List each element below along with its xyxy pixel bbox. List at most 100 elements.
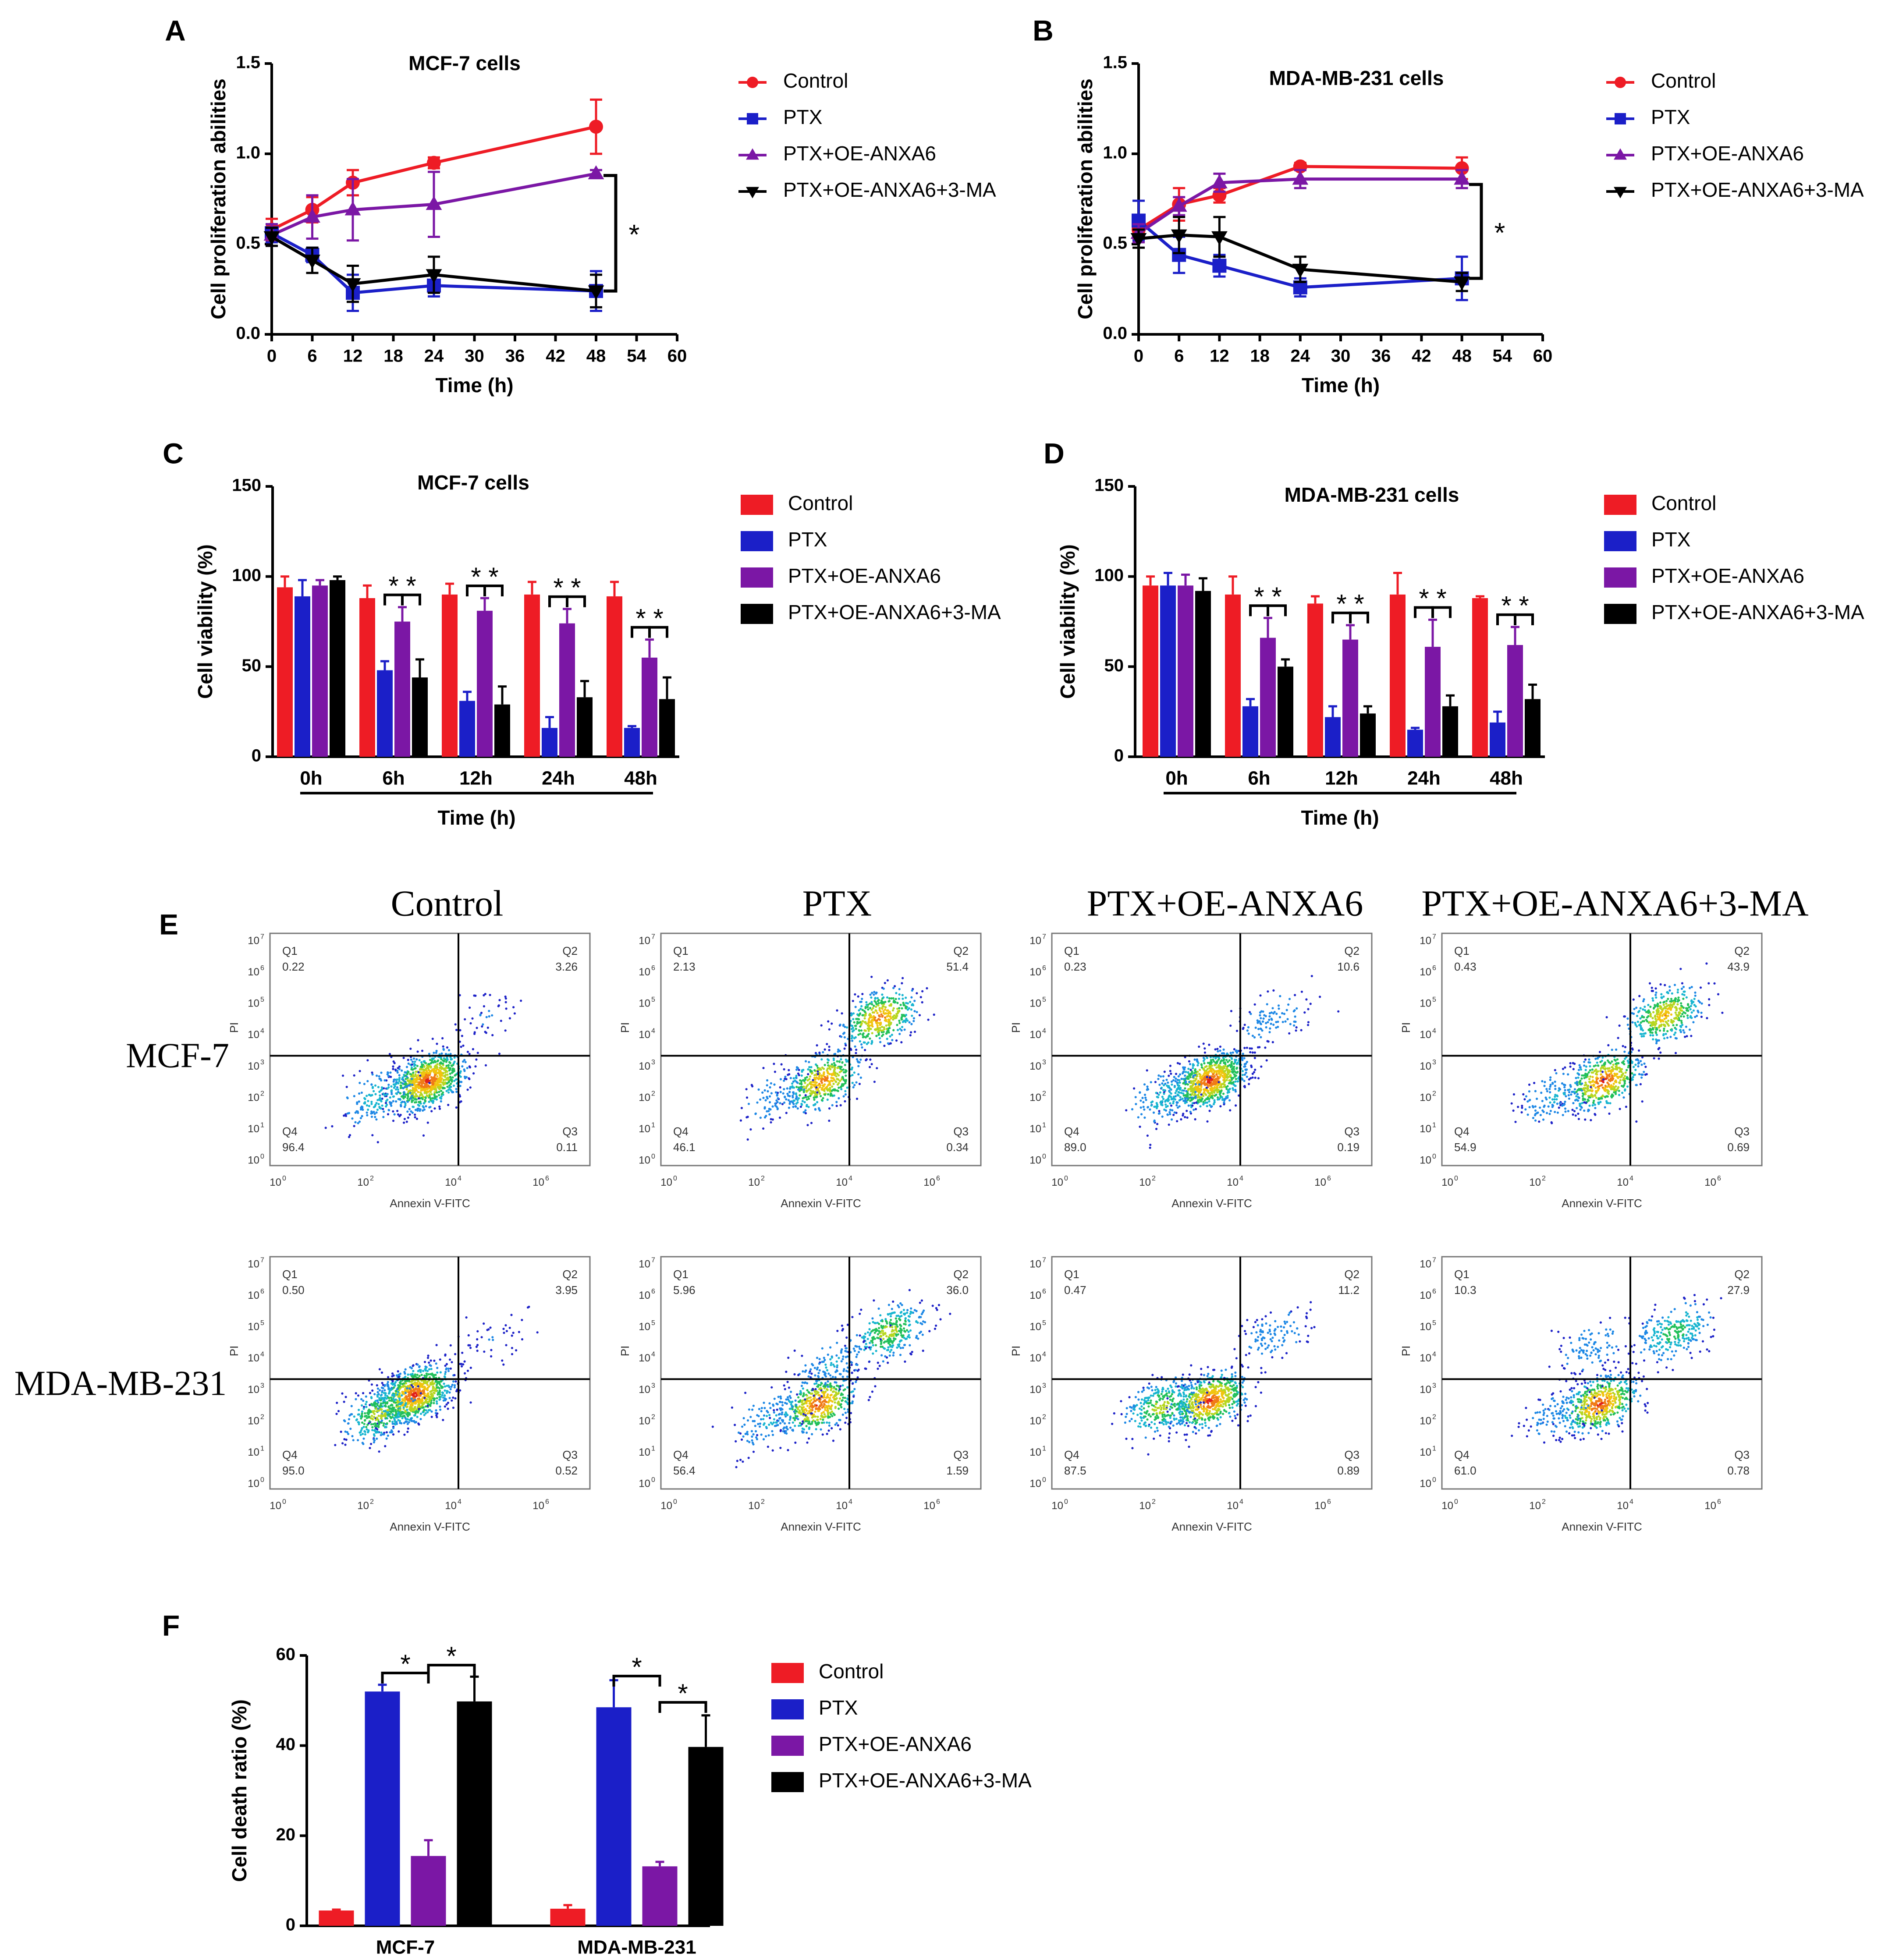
event-dot bbox=[1673, 1017, 1676, 1020]
data-point bbox=[427, 156, 441, 170]
event-dot bbox=[1700, 1002, 1703, 1005]
event-dot bbox=[479, 1014, 482, 1017]
event-dot bbox=[1181, 1097, 1184, 1100]
event-dot bbox=[426, 1070, 428, 1073]
event-dot bbox=[1670, 1021, 1672, 1023]
event-dot bbox=[446, 1058, 449, 1061]
event-dot bbox=[833, 1062, 835, 1064]
quadrant-value-q4: 54.9 bbox=[1454, 1141, 1477, 1154]
event-dot bbox=[430, 1078, 433, 1081]
event-dot bbox=[1604, 1067, 1607, 1070]
event-dot bbox=[823, 1088, 826, 1090]
event-dot bbox=[836, 1009, 838, 1012]
tick-exponent: 0 bbox=[282, 1175, 286, 1182]
event-dot bbox=[746, 1138, 749, 1141]
event-dot bbox=[416, 1076, 419, 1079]
event-dot bbox=[833, 1078, 836, 1081]
event-dot bbox=[1713, 982, 1716, 985]
event-dot bbox=[1218, 1081, 1220, 1084]
tick-base: 10 bbox=[1029, 1029, 1041, 1041]
event-dot bbox=[1243, 1063, 1246, 1066]
event-dot bbox=[1246, 1029, 1249, 1032]
bar bbox=[1325, 717, 1341, 757]
event-dot bbox=[835, 1075, 838, 1077]
event-dot bbox=[1233, 1048, 1235, 1051]
quadrant-value-q2: 43.9 bbox=[1727, 960, 1750, 973]
x-tick-label: 42 bbox=[1412, 347, 1431, 366]
y-tick-label: 10 5 bbox=[639, 996, 655, 1010]
event-dot bbox=[797, 1097, 800, 1100]
event-dot bbox=[860, 1043, 863, 1046]
event-dot bbox=[1234, 1071, 1237, 1074]
event-dot bbox=[1651, 997, 1654, 999]
event-dot bbox=[878, 1037, 881, 1039]
event-dot bbox=[1208, 1109, 1211, 1112]
event-dot bbox=[1655, 996, 1658, 999]
event-dot bbox=[500, 1020, 502, 1022]
x-tick-label: 0 bbox=[1134, 347, 1143, 366]
event-dot bbox=[1210, 1064, 1213, 1067]
event-dot bbox=[1262, 1017, 1265, 1020]
bar bbox=[295, 596, 310, 757]
event-dot bbox=[1674, 1011, 1677, 1014]
event-dot bbox=[802, 1111, 805, 1113]
event-dot bbox=[909, 1000, 912, 1003]
event-dot bbox=[1187, 1077, 1190, 1080]
event-dot bbox=[807, 1097, 810, 1100]
event-dot bbox=[1603, 1063, 1605, 1065]
event-dot bbox=[1151, 1100, 1154, 1103]
event-dot bbox=[398, 1098, 401, 1101]
event-dot bbox=[891, 1039, 894, 1042]
event-dot bbox=[483, 994, 485, 996]
event-dot bbox=[1652, 1038, 1654, 1041]
event-dot bbox=[740, 1107, 743, 1109]
event-dot bbox=[784, 1096, 786, 1099]
event-dot bbox=[1187, 1104, 1190, 1107]
event-dot bbox=[1203, 1071, 1206, 1074]
event-dot bbox=[360, 1105, 363, 1108]
event-dot bbox=[852, 1086, 855, 1088]
event-dot bbox=[369, 1094, 372, 1097]
event-dot bbox=[378, 1075, 380, 1077]
event-dot bbox=[1169, 1102, 1171, 1105]
event-dot bbox=[1197, 1062, 1200, 1064]
event-dot bbox=[1631, 1047, 1633, 1050]
event-dot bbox=[845, 1074, 847, 1077]
event-dot bbox=[445, 1064, 448, 1067]
event-dot bbox=[905, 1005, 907, 1008]
event-dot bbox=[1305, 998, 1308, 1001]
event-dot bbox=[1649, 1028, 1651, 1031]
event-dot bbox=[1534, 1109, 1537, 1112]
event-dot bbox=[444, 1078, 447, 1081]
event-dot bbox=[409, 1047, 412, 1050]
event-dot bbox=[870, 1063, 873, 1066]
event-dot bbox=[417, 1083, 420, 1086]
event-dot bbox=[1658, 1047, 1661, 1049]
event-dot bbox=[1593, 1065, 1595, 1067]
event-dot bbox=[1671, 1004, 1673, 1007]
event-dot bbox=[403, 1106, 406, 1108]
event-dot bbox=[1193, 1064, 1195, 1067]
event-dot bbox=[1206, 1098, 1209, 1100]
event-dot bbox=[890, 1017, 892, 1020]
event-dot bbox=[1203, 1058, 1206, 1060]
event-dot bbox=[828, 1046, 831, 1048]
event-dot bbox=[1618, 1024, 1621, 1027]
event-dot bbox=[815, 1088, 818, 1091]
event-dot bbox=[1233, 1073, 1235, 1076]
event-dot bbox=[876, 1024, 879, 1027]
event-dot bbox=[1642, 1000, 1645, 1003]
event-dot bbox=[1251, 1076, 1254, 1079]
event-dot bbox=[852, 1029, 855, 1031]
event-dot bbox=[1589, 1065, 1591, 1067]
event-dot bbox=[882, 1005, 885, 1008]
event-dot bbox=[1564, 1107, 1567, 1110]
event-dot bbox=[831, 1074, 833, 1077]
event-dot bbox=[905, 996, 907, 999]
bar bbox=[1260, 638, 1276, 757]
event-dot bbox=[1157, 1096, 1159, 1099]
event-dot bbox=[357, 1122, 359, 1124]
event-dot bbox=[431, 1038, 434, 1040]
